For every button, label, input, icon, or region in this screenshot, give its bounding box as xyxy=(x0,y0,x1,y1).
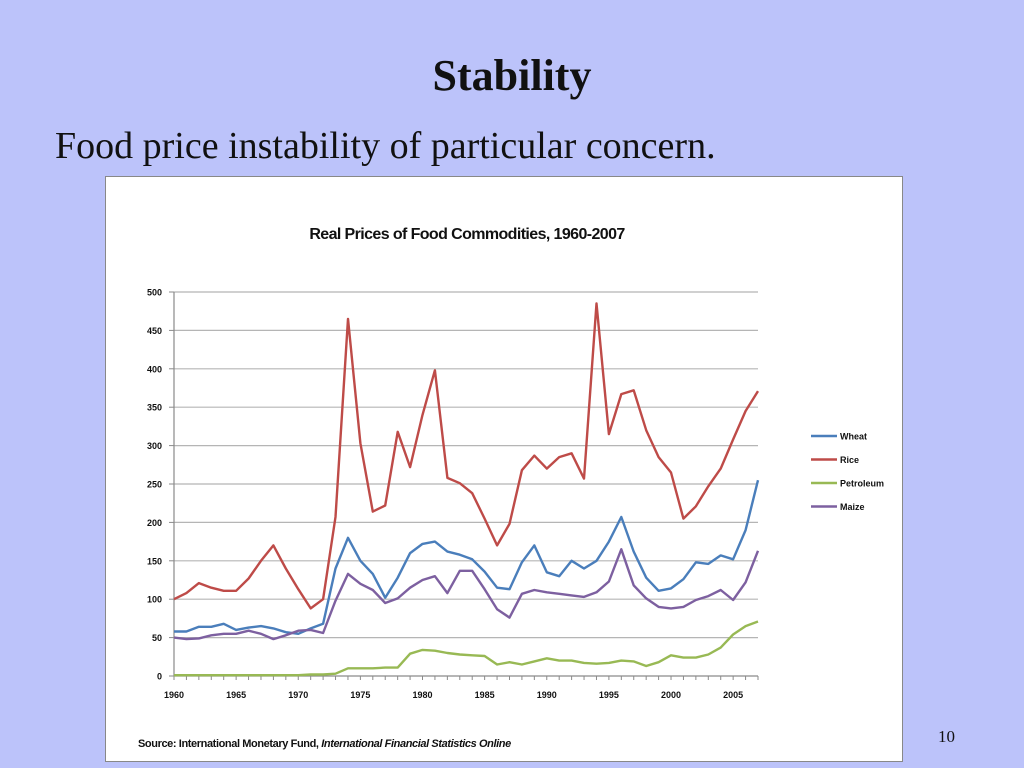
x-tick-label: 2000 xyxy=(661,690,681,700)
y-tick-label: 0 xyxy=(157,672,162,682)
x-tick-label: 1960 xyxy=(164,690,184,700)
slide-title: Stability xyxy=(432,51,592,100)
series-line-rice xyxy=(173,302,760,610)
legend-label-maize: Maize xyxy=(840,502,865,512)
chart-source: Source: International Monetary Fund, Int… xyxy=(138,738,511,750)
x-tick-label: 1980 xyxy=(412,690,432,700)
source-italic: International Financial Statistics Onlin… xyxy=(321,738,511,750)
x-tick-label: 1975 xyxy=(350,690,370,700)
page-number: 10 xyxy=(938,727,955,746)
y-tick-label: 200 xyxy=(147,518,162,528)
x-tick-label: 1970 xyxy=(288,690,308,700)
series-line-petroleum xyxy=(174,620,759,677)
series-line-wheat xyxy=(174,479,760,635)
x-tick-label: 1995 xyxy=(599,690,619,700)
y-tick-label: 450 xyxy=(147,326,162,336)
y-tick-label: 50 xyxy=(152,633,162,643)
x-axis-ticks: 1960 1965 1970 1975 1980 1985 1990 1995 2000 2005 xyxy=(164,676,759,700)
series-lines xyxy=(173,302,760,677)
y-tick-label: 100 xyxy=(147,595,162,605)
legend-label-petroleum: Petroleum xyxy=(840,479,884,489)
y-tick-label: 250 xyxy=(147,480,162,490)
x-tick-label: 1985 xyxy=(475,690,495,700)
y-tick-label: 350 xyxy=(147,403,162,413)
x-tick-label: 1965 xyxy=(226,690,246,700)
chart-panel: Real Prices of Food Commodities, 1960-20… xyxy=(105,176,903,762)
y-axis-ticks: 0 50 100 150 200 250 300 350 400 450 500 xyxy=(147,288,175,682)
legend-label-rice: Rice xyxy=(840,455,859,465)
chart-title: Real Prices of Food Commodities, 1960-20… xyxy=(309,226,625,243)
legend-label-wheat: Wheat xyxy=(840,432,867,442)
x-tick-label: 1990 xyxy=(537,690,557,700)
y-tick-label: 150 xyxy=(147,556,162,566)
gridlines xyxy=(174,291,758,677)
x-tick-label: 2005 xyxy=(723,690,743,700)
line-chart: Real Prices of Food Commodities, 1960-20… xyxy=(138,226,884,750)
source-prefix: Source: International Monetary Fund, xyxy=(138,738,321,750)
y-tick-label: 500 xyxy=(147,288,162,298)
legend: Wheat Rice Petroleum Maize xyxy=(811,432,884,512)
series-line-maize xyxy=(173,548,760,641)
y-tick-label: 400 xyxy=(147,364,162,374)
slide-subtitle: Food price instability of particular con… xyxy=(55,125,716,167)
y-tick-label: 300 xyxy=(147,441,162,451)
